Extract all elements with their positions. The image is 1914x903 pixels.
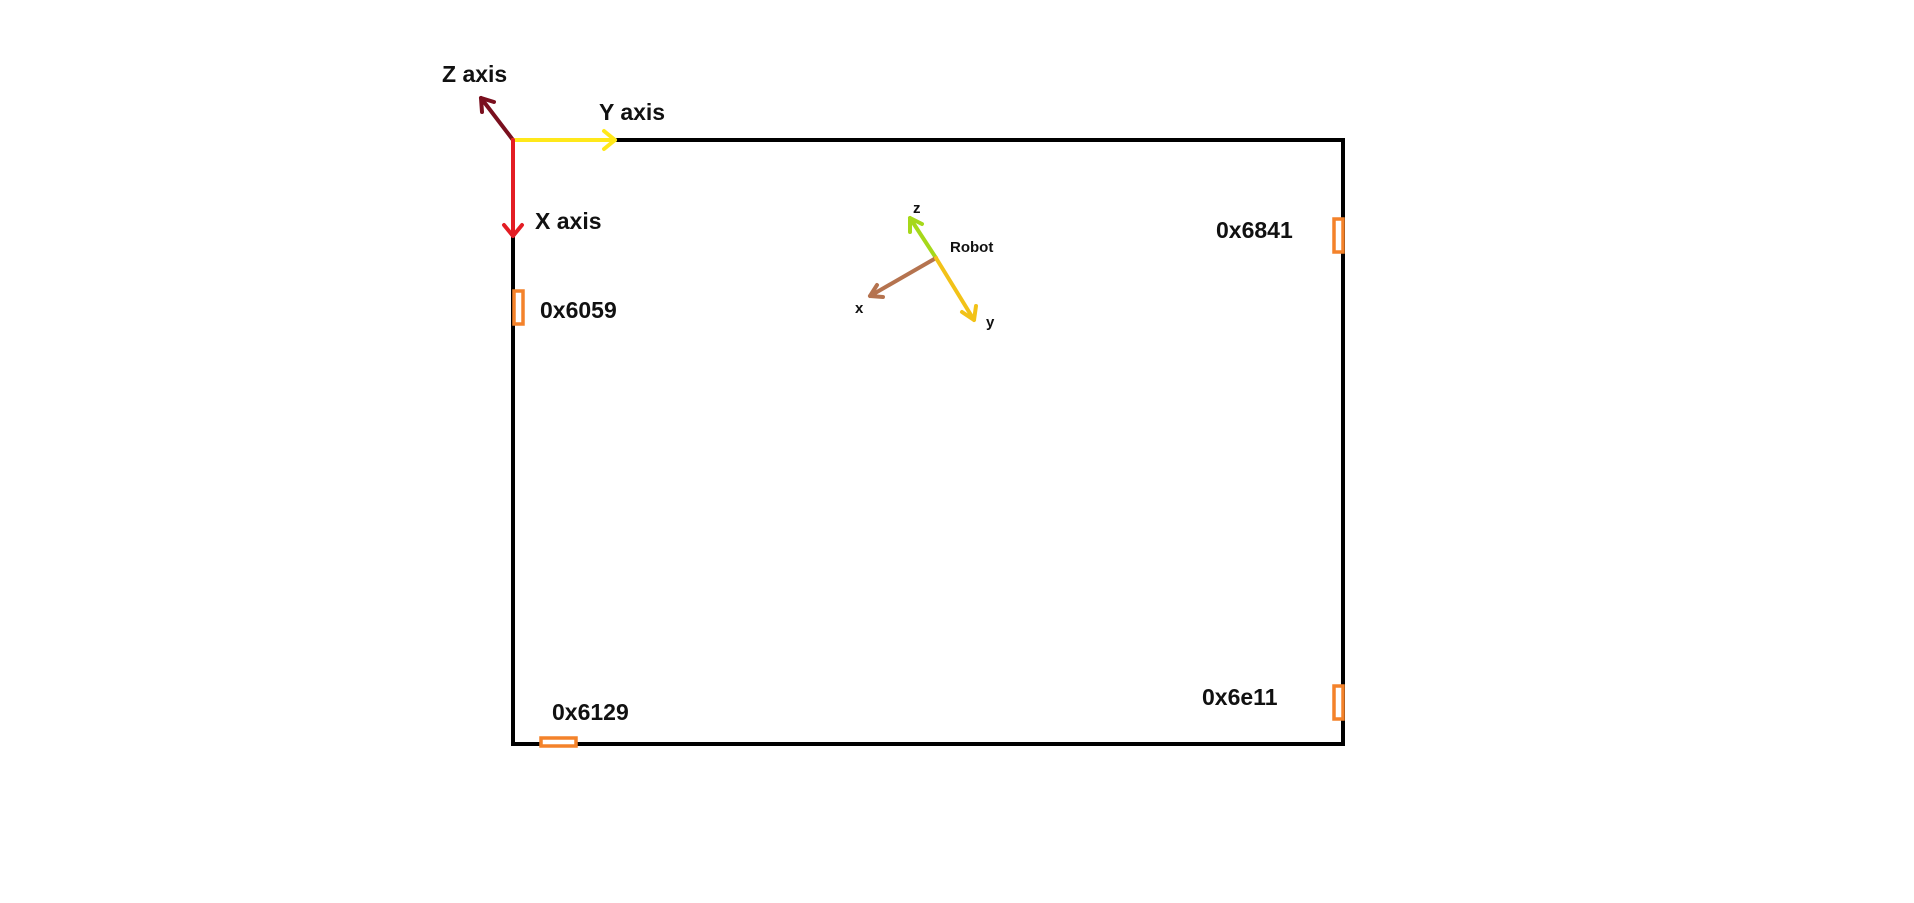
world-x-axis-label: X axis <box>535 208 602 234</box>
world-z-axis-label: Z axis <box>442 61 507 87</box>
marker-label-0x6841: 0x6841 <box>1216 217 1293 243</box>
marker-0x6e11 <box>1334 686 1343 719</box>
robot-z-axis-arrow <box>910 218 936 258</box>
world-z-axis-arrow <box>481 98 513 140</box>
robot-y-axis-label: y <box>986 314 995 331</box>
world-x-axis-arrow <box>504 140 522 236</box>
robot-frame: Robot z x y <box>855 200 995 331</box>
marker-0x6841 <box>1334 219 1343 252</box>
marker-label-0x6e11: 0x6e11 <box>1202 684 1278 710</box>
robot-z-axis-label: z <box>913 200 921 217</box>
robot-x-axis-label: x <box>855 300 864 317</box>
robot-label: Robot <box>950 239 993 256</box>
marker-0x6059 <box>514 291 523 324</box>
world-axes: Z axis Y axis X axis <box>442 61 665 236</box>
marker-label-0x6129: 0x6129 <box>552 699 629 725</box>
world-y-axis-label: Y axis <box>599 99 665 125</box>
robot-x-axis-arrow <box>870 258 936 297</box>
marker-0x6129 <box>541 738 576 746</box>
marker-label-0x6059: 0x6059 <box>540 297 617 323</box>
world-y-axis-arrow <box>513 131 615 149</box>
robot-y-axis-arrow <box>936 258 976 320</box>
